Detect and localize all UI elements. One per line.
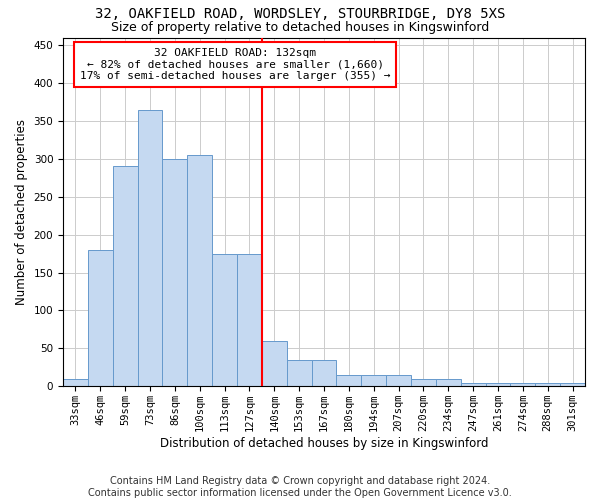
Bar <box>560 382 585 386</box>
Text: Contains HM Land Registry data © Crown copyright and database right 2024.
Contai: Contains HM Land Registry data © Crown c… <box>88 476 512 498</box>
Bar <box>461 382 485 386</box>
X-axis label: Distribution of detached houses by size in Kingswinford: Distribution of detached houses by size … <box>160 437 488 450</box>
Bar <box>212 254 237 386</box>
Bar <box>163 159 187 386</box>
Bar <box>287 360 311 386</box>
Bar <box>386 375 411 386</box>
Bar <box>187 155 212 386</box>
Bar <box>137 110 163 386</box>
Bar <box>63 378 88 386</box>
Bar <box>113 166 137 386</box>
Bar <box>411 378 436 386</box>
Bar <box>88 250 113 386</box>
Bar <box>511 382 535 386</box>
Bar <box>535 382 560 386</box>
Bar <box>485 382 511 386</box>
Text: 32 OAKFIELD ROAD: 132sqm
← 82% of detached houses are smaller (1,660)
17% of sem: 32 OAKFIELD ROAD: 132sqm ← 82% of detach… <box>80 48 391 81</box>
Text: Size of property relative to detached houses in Kingswinford: Size of property relative to detached ho… <box>111 21 489 34</box>
Bar <box>262 341 287 386</box>
Text: 32, OAKFIELD ROAD, WORDSLEY, STOURBRIDGE, DY8 5XS: 32, OAKFIELD ROAD, WORDSLEY, STOURBRIDGE… <box>95 8 505 22</box>
Bar <box>361 375 386 386</box>
Bar <box>237 254 262 386</box>
Bar <box>337 375 361 386</box>
Y-axis label: Number of detached properties: Number of detached properties <box>15 119 28 305</box>
Bar <box>436 378 461 386</box>
Bar <box>311 360 337 386</box>
